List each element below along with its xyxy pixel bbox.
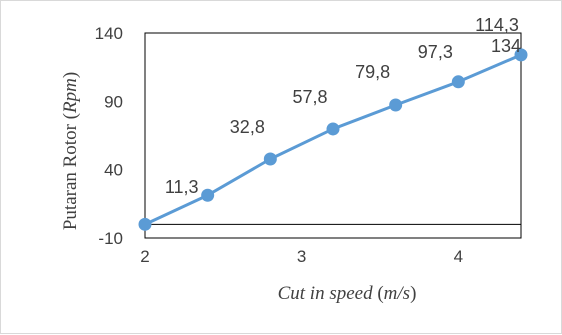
y-axis-title: Putaran Rotor (Rpm)	[60, 72, 81, 230]
data-label: 57,8	[292, 87, 327, 107]
data-point	[263, 152, 277, 166]
x-tick-label: 4	[454, 247, 463, 266]
y-tick-label: 90	[104, 92, 123, 111]
x-axis-title: Cut in speed (m/s)	[278, 283, 417, 304]
data-point	[514, 48, 528, 62]
data-label: 11,3	[165, 177, 199, 197]
data-label: 32,8	[230, 117, 265, 137]
data-point	[201, 188, 215, 202]
series	[138, 48, 528, 231]
x-axis-title-paren-close: )	[410, 283, 416, 304]
data-point	[389, 98, 403, 112]
x-tick-label: 3	[297, 247, 306, 266]
plot-area-border	[144, 32, 522, 239]
y-axis-title-text: Putaran Rotor	[60, 119, 81, 230]
data-label: 97,3	[418, 42, 453, 62]
y-axis-title-unit: Rpm	[60, 78, 81, 114]
data-label: 79,8	[355, 62, 390, 82]
axes	[144, 32, 522, 239]
y-tick-label: 40	[104, 161, 123, 180]
y-axis-title-paren-close: )	[60, 72, 81, 78]
x-axis-title-text: Cut in speed	[278, 283, 378, 304]
y-tick-label: 140	[95, 24, 123, 43]
data-label: 134	[491, 36, 521, 56]
y-tick-label: -10	[98, 229, 123, 248]
x-tick-label: 2	[140, 247, 149, 266]
x-axis-title-unit: m/s	[384, 283, 410, 304]
data-label: 114,3	[475, 15, 519, 35]
y-axis-title-paren-open: (	[60, 113, 81, 119]
data-point	[451, 75, 465, 89]
data-point	[138, 217, 152, 231]
data-point	[326, 122, 340, 136]
x-axis-title-paren-open: (	[377, 283, 383, 304]
tick-labels: 2 3 4 140 90 40 -10	[95, 24, 463, 266]
